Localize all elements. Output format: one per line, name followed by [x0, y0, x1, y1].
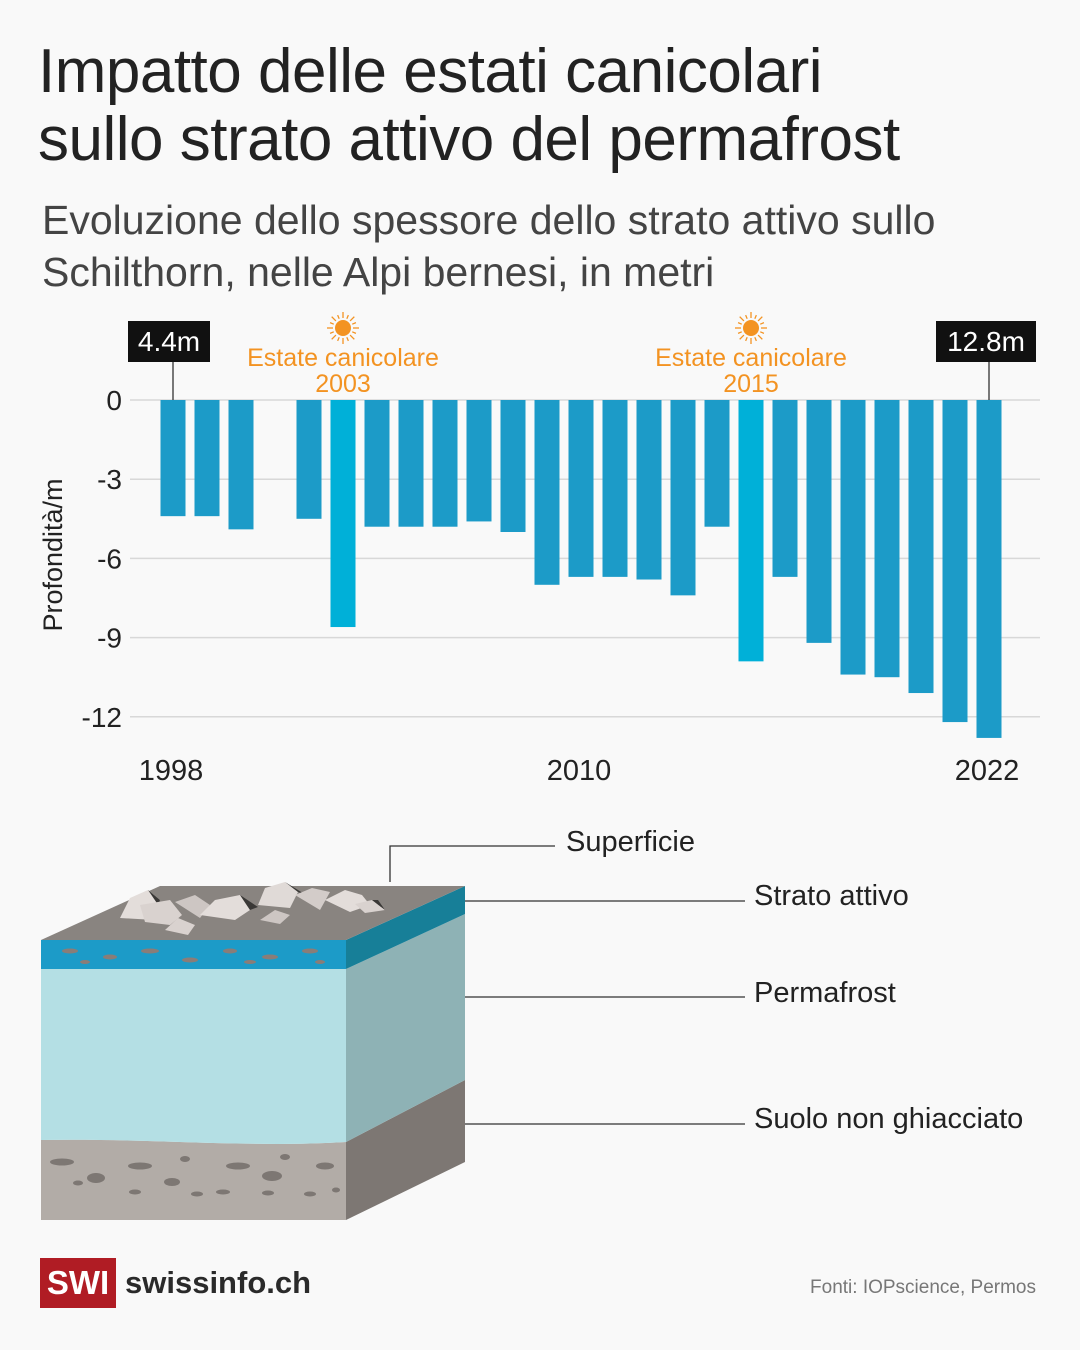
y-tick-label: 0	[106, 385, 122, 416]
sun-icon	[327, 312, 359, 344]
logo-mark: SWI	[40, 1258, 116, 1308]
title-line: sullo strato attivo del permafrost	[38, 105, 900, 174]
bar-2013	[670, 400, 696, 596]
rocks-icon	[120, 882, 385, 935]
bar-2002	[296, 400, 322, 519]
soil-block	[41, 886, 465, 1220]
callout-box	[128, 321, 210, 362]
bars	[160, 400, 1002, 738]
bar-2005	[398, 400, 424, 527]
heatwave-label: Estate canicolare	[655, 344, 847, 372]
bar-2007	[466, 400, 492, 522]
y-tick-label: -3	[97, 464, 122, 495]
label-surface: Superficie	[566, 826, 695, 858]
y-tick-label: -9	[97, 623, 122, 654]
chart-title: Impatto delle estati canicolari sullo str…	[38, 38, 900, 174]
bar-2012	[636, 400, 662, 580]
callout-label: 12.8m	[947, 326, 1025, 357]
heatwave-label: Estate canicolare	[247, 344, 439, 372]
bar-2018	[840, 400, 866, 675]
bar-2009	[534, 400, 560, 585]
bar-2004	[364, 400, 390, 527]
bar-2014	[704, 400, 730, 527]
subtitle-line: Schilthorn, nelle Alpi bernesi, in metri	[42, 249, 715, 295]
bar-2021	[942, 400, 968, 723]
y-axis-label: Profondità/m	[38, 478, 68, 631]
bar-chart: 0 -3 -6 -9 -12 1998 2010 2022 4.4m 12.8m Estate …	[38, 312, 1040, 787]
bar-2017	[806, 400, 832, 643]
bar-2003	[330, 400, 356, 628]
chart-subtitle: Evoluzione dello spessore dello strato a…	[42, 194, 1042, 298]
swissinfo-logo[interactable]: SWI swissinfo.ch	[40, 1258, 311, 1308]
heatwave-label: 2003	[315, 370, 371, 398]
callout-label: 4.4m	[138, 326, 200, 357]
x-tick-label: 2010	[547, 755, 612, 787]
bar-2015	[738, 400, 764, 662]
logo-text: swissinfo.ch	[125, 1265, 312, 1300]
label-unfrozen-ground: Suolo non ghiacciato	[754, 1103, 1024, 1135]
bar-2011	[602, 400, 628, 577]
x-tick-label: 1998	[139, 755, 204, 787]
bar-2016	[772, 400, 798, 577]
y-tick-label: -12	[82, 702, 122, 733]
x-tick-label: 2022	[955, 755, 1020, 787]
title-line: Impatto delle estati canicolari	[38, 37, 823, 106]
bar-2006	[432, 400, 458, 527]
subtitle-line: Evoluzione dello spessore dello strato a…	[42, 197, 936, 243]
y-axis-ticks: 0 -3 -6 -9 -12	[82, 385, 122, 733]
bar-1998	[160, 400, 186, 517]
heatwave-label: 2015	[723, 370, 779, 398]
bar-2008	[500, 400, 526, 532]
bar-1999	[194, 400, 220, 517]
sun-icon	[735, 312, 767, 344]
label-active-layer: Strato attivo	[754, 880, 909, 912]
bar-2019	[874, 400, 900, 678]
bar-2022	[976, 400, 1002, 738]
x-axis-ticks: 1998 2010 2022	[139, 755, 1020, 787]
leader-lines	[389, 845, 745, 1125]
bar-2000	[228, 400, 254, 530]
source-note: Fonti: IOPscience, Permos	[810, 1277, 1036, 1298]
bar-2010	[568, 400, 594, 577]
label-permafrost: Permafrost	[754, 977, 896, 1009]
callout-box	[936, 321, 1036, 362]
y-tick-label: -6	[97, 543, 122, 574]
bar-2020	[908, 400, 934, 694]
permafrost-illustration	[41, 845, 745, 1220]
